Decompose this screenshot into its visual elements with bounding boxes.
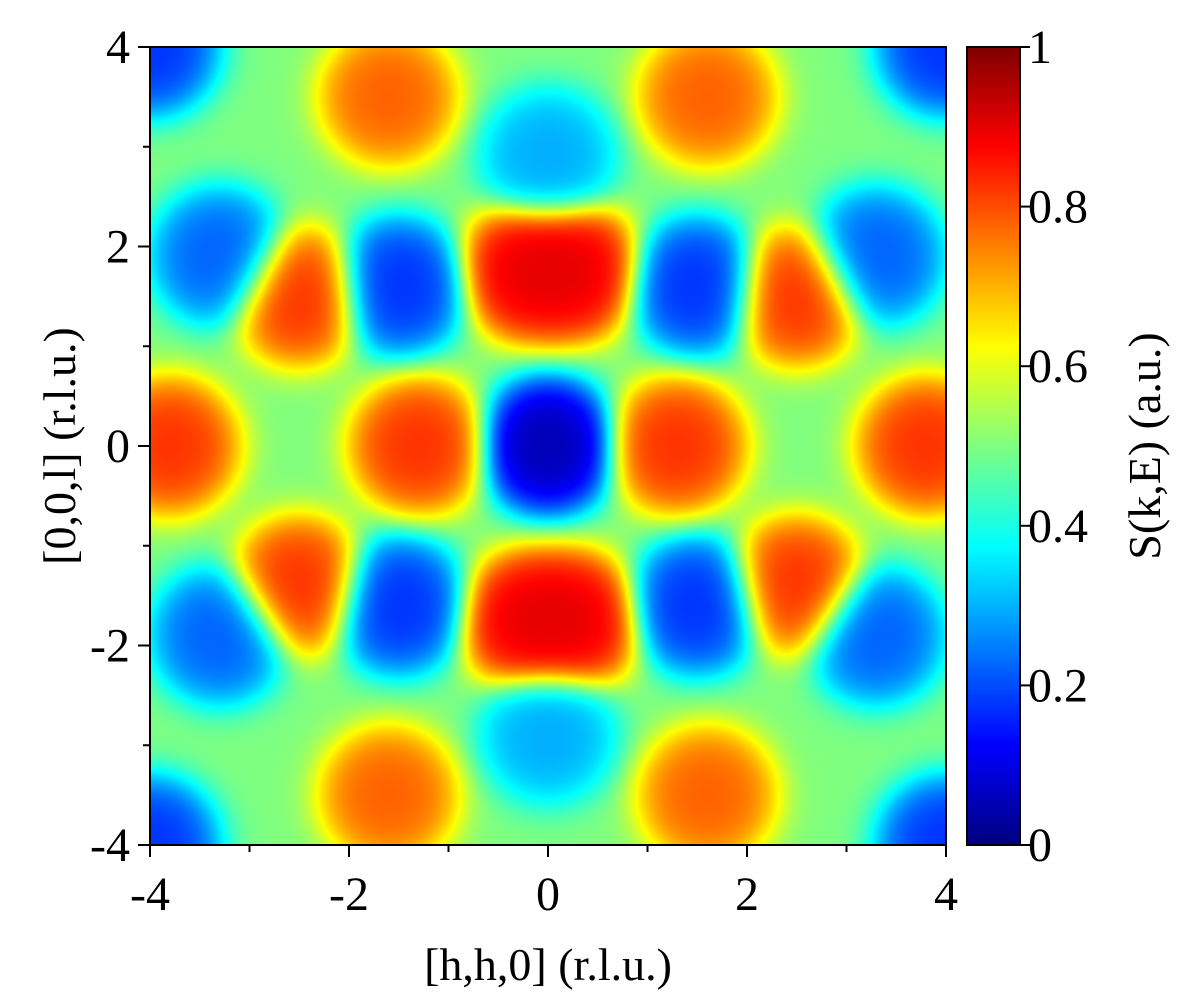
y-axis-label: [0,0,l] (r.l.u.) <box>34 327 85 565</box>
x-tick-label: 2 <box>735 868 759 921</box>
x-axis-label: [h,h,0] (r.l.u.) <box>424 939 672 990</box>
colorbar-tick-label: 0.2 <box>1028 659 1088 712</box>
x-tick-label: 0 <box>536 868 560 921</box>
colorbar-tick-label: 0 <box>1028 819 1052 872</box>
colorbar-tick-label: 0.4 <box>1028 500 1088 553</box>
x-tick-label: -2 <box>329 868 369 921</box>
y-tick-label: 0 <box>106 420 130 473</box>
y-tick-label: -4 <box>90 819 130 872</box>
y-tick-label: -2 <box>90 620 130 673</box>
colorbar-gradient <box>967 47 1020 845</box>
plot-frame <box>149 46 947 846</box>
y-tick-label: 2 <box>106 221 130 274</box>
colorbar-frame <box>966 46 1021 846</box>
colorbar-label: S(k,E) (a.u.) <box>1119 332 1170 559</box>
y-tick-label: 4 <box>106 21 130 74</box>
x-tick-label: -4 <box>130 868 170 921</box>
x-tick-label: 4 <box>934 868 958 921</box>
colorbar-tick-label: 1 <box>1028 21 1052 74</box>
colorbar-tick-label: 0.6 <box>1028 340 1088 393</box>
heatmap-image <box>150 47 946 845</box>
colorbar-tick-label: 0.8 <box>1028 181 1088 234</box>
